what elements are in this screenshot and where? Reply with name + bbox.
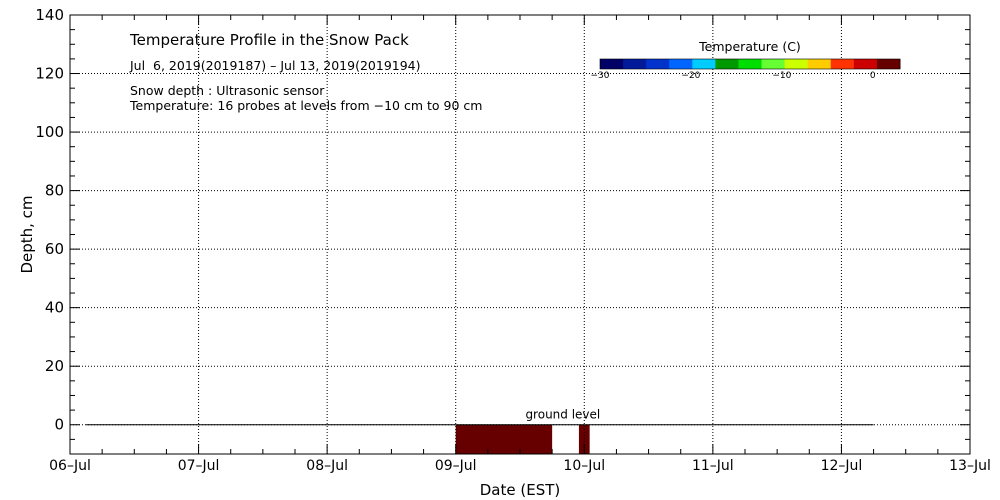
x-tick-label: 10–Jul	[563, 458, 605, 474]
x-tick-label: 12–Jul	[821, 458, 863, 474]
x-tick-label: 06–Jul	[49, 458, 91, 474]
colorbar-tick-label: −30	[591, 71, 610, 81]
colorbar-swatch	[784, 59, 809, 69]
colorbar-swatch	[692, 59, 716, 69]
y-tick-label: 60	[45, 240, 64, 258]
y-tick-label: 80	[45, 182, 64, 200]
x-tick-label: 08–Jul	[306, 458, 348, 474]
colorbar-tick-label: −20	[681, 71, 700, 81]
colorbar-swatch	[876, 59, 901, 69]
x-tick-label: 07–Jul	[178, 458, 220, 474]
colorbar-tick-label: 0	[870, 71, 876, 81]
temperature-cell	[578, 424, 590, 454]
y-tick-label: 20	[45, 357, 64, 375]
x-tick-label: 09–Jul	[435, 458, 477, 474]
colorbar-swatch	[807, 59, 832, 69]
colorbar-swatch	[646, 59, 670, 69]
x-tick-label: 13–Jul	[949, 458, 991, 474]
y-axis-label: Depth, cm	[18, 195, 36, 273]
colorbar-tick-label: −10	[772, 71, 791, 81]
plot-frame	[69, 14, 971, 455]
colorbar-swatch	[669, 59, 693, 69]
x-axis-label: Date (EST)	[480, 481, 561, 499]
y-tick-label: 140	[35, 6, 64, 24]
colorbar-swatch	[623, 59, 647, 69]
colorbar-swatch	[600, 59, 624, 69]
chart-title: Temperature Profile in the Snow Pack	[129, 31, 409, 49]
x-tick-label: 11–Jul	[692, 458, 734, 474]
y-tick-label: 100	[35, 123, 64, 141]
y-tick-label: 0	[54, 416, 64, 434]
colorbar-swatch	[715, 59, 739, 69]
chart-note: Temperature: 16 probes at levels from −1…	[129, 98, 482, 113]
colorbar-swatch	[738, 59, 763, 69]
y-tick-label: 120	[35, 65, 64, 83]
y-tick-label: 40	[45, 299, 64, 317]
colorbar-frame	[599, 58, 901, 70]
colorbar-swatch	[830, 59, 855, 69]
temperature-cell	[455, 424, 553, 454]
chart-note: Snow depth : Ultrasonic sensor	[130, 83, 325, 98]
colorbar-swatch	[853, 59, 878, 69]
colorbar-swatch	[761, 59, 786, 69]
colorbar-title: Temperature (C)	[698, 39, 801, 54]
chart-subtitle: Jul 6, 2019(2019187) – Jul 13, 2019(2019…	[129, 58, 421, 73]
ground-level-label: ground level	[525, 408, 600, 422]
